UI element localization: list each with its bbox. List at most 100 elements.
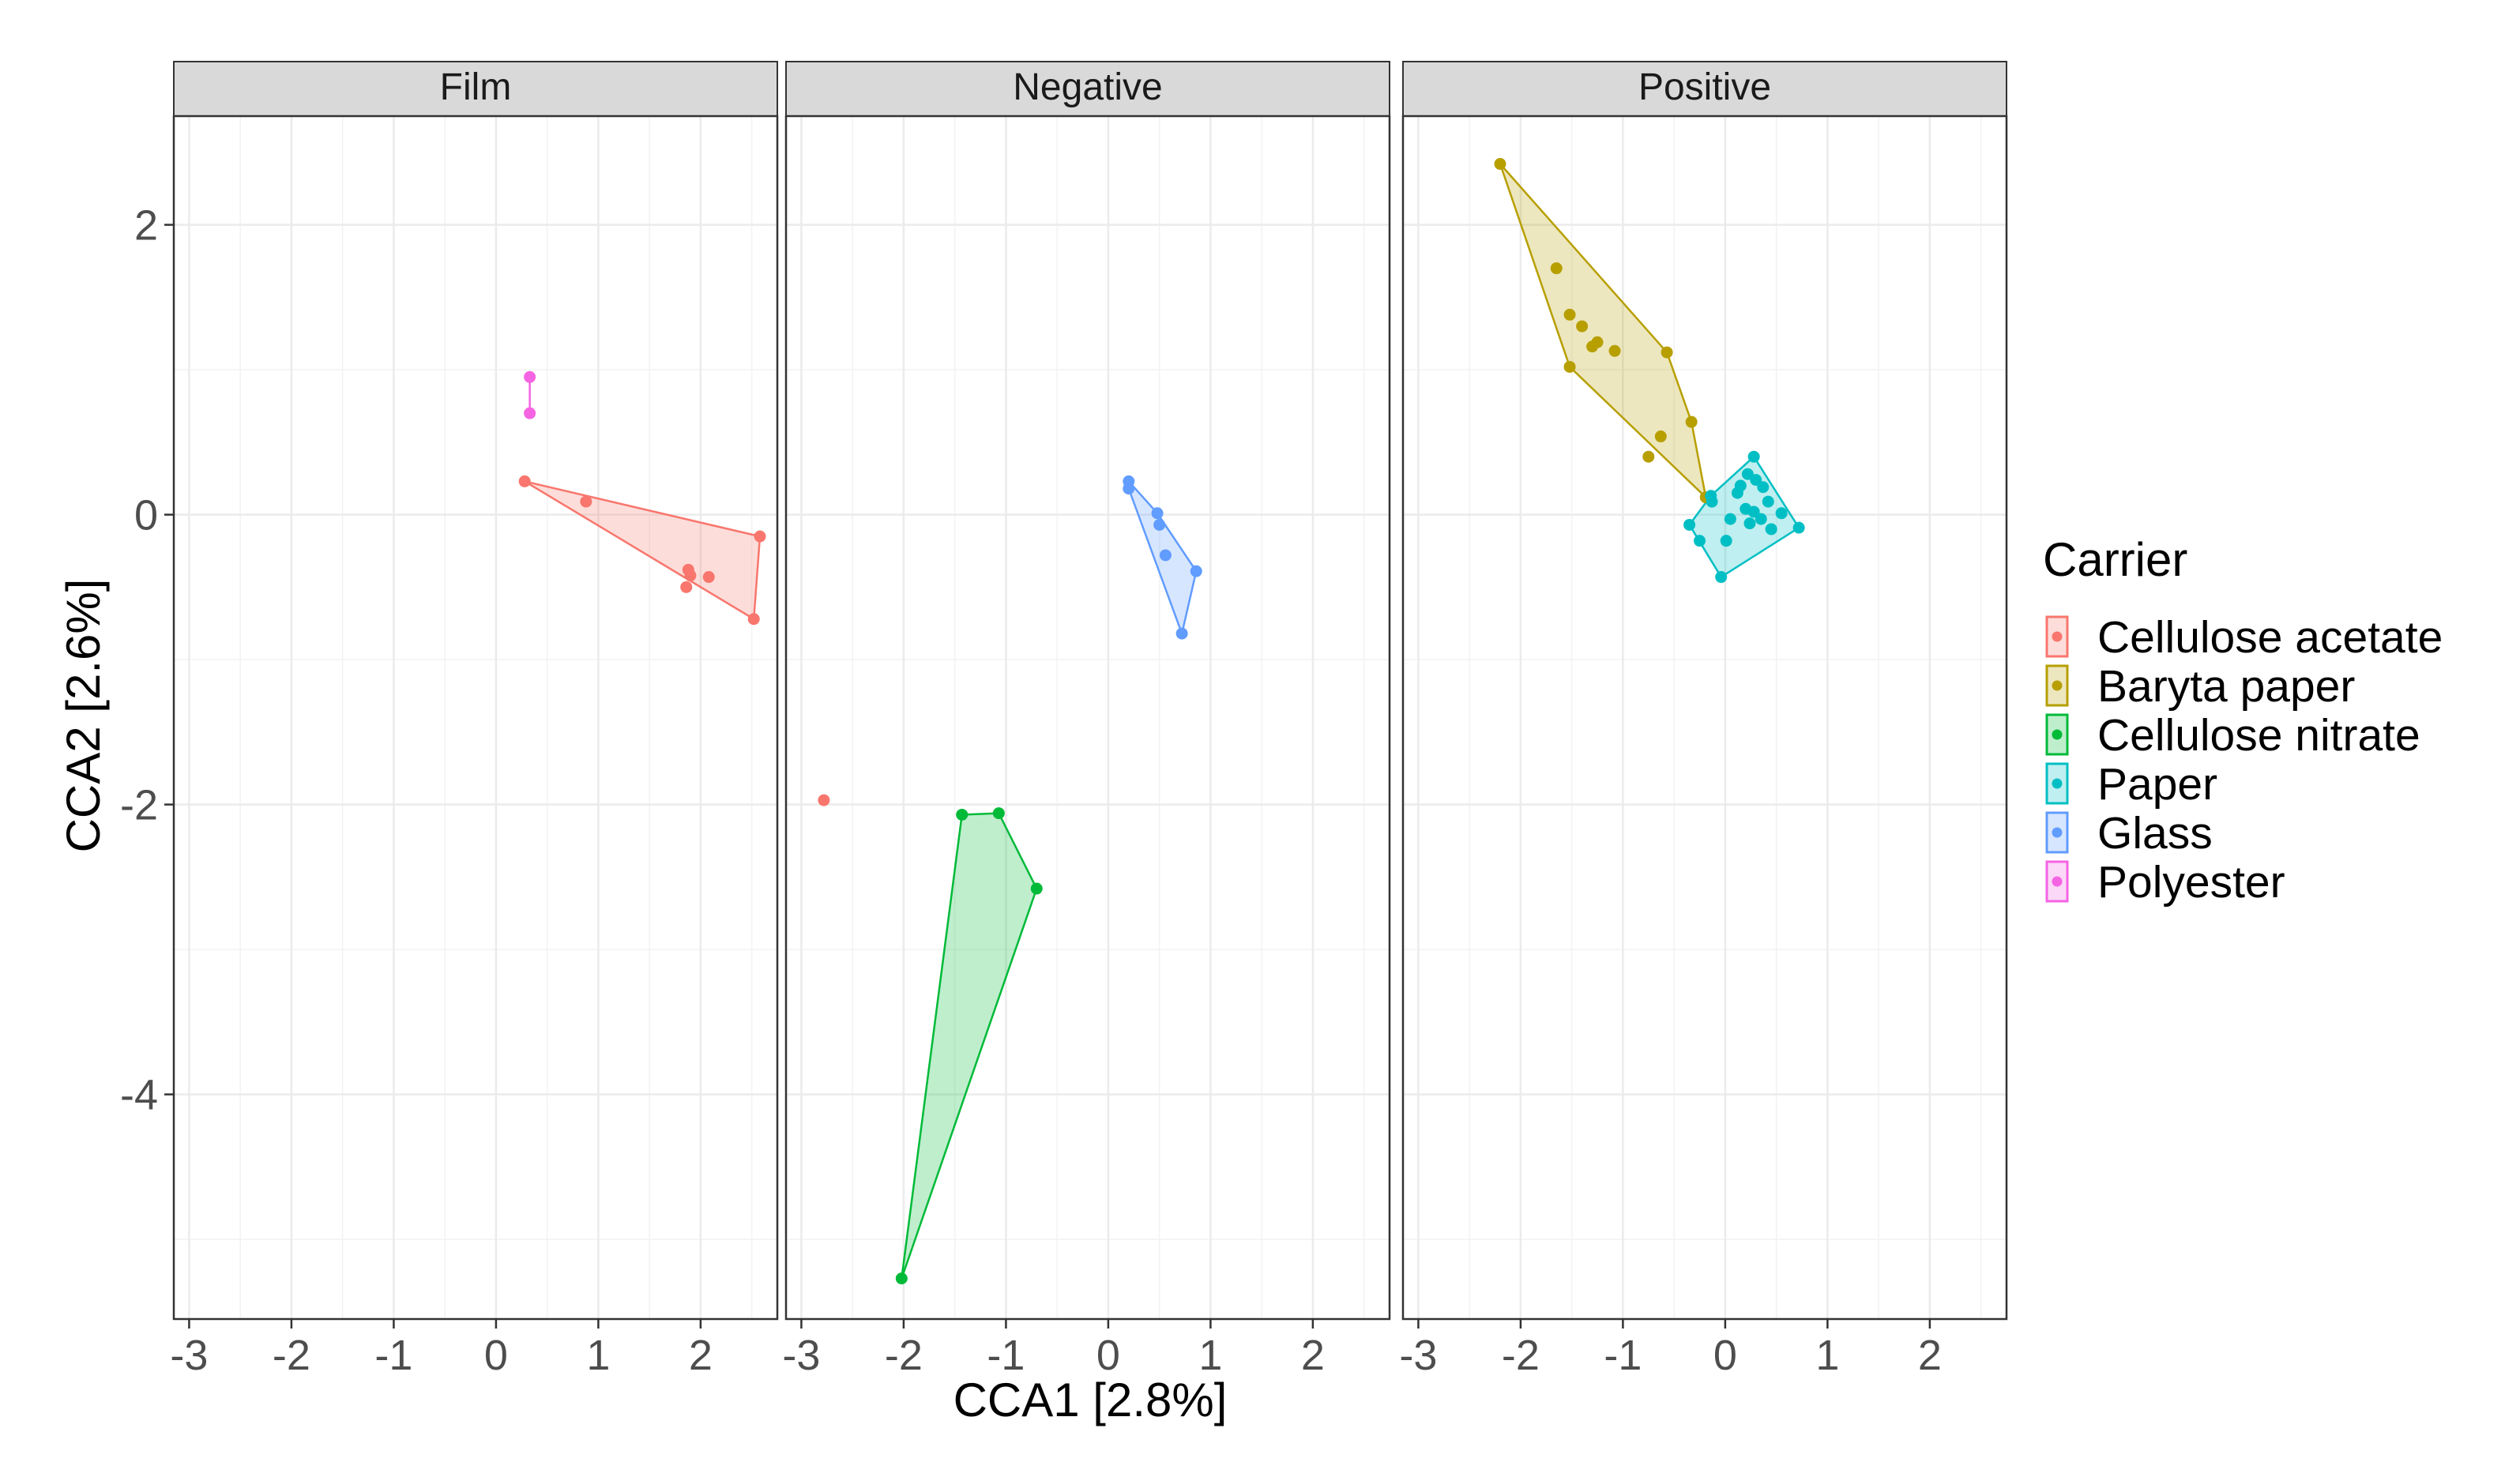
- legend-label: Cellulose nitrate: [2097, 710, 2420, 761]
- hull-baryta-paper: [1499, 163, 1708, 501]
- legend-key-point: [2052, 729, 2063, 740]
- x-tick-label: -3: [1399, 1332, 1437, 1379]
- facet-strip: [785, 61, 1390, 117]
- panel-background: [174, 116, 777, 1319]
- point-paper: [1762, 495, 1774, 508]
- point-paper: [1750, 474, 1762, 487]
- x-tick-label: 0: [484, 1332, 508, 1379]
- point-cellulose-acetate: [518, 475, 531, 487]
- x-axis: -3 -2 -1 0 1 2 -3 -2 -1 0 1 2 -3 -2 -1 0 1 2: [170, 1319, 1942, 1379]
- hull-cellulose-acetate: [524, 480, 762, 621]
- point-glass: [1190, 565, 1202, 577]
- y-tick-label: 2: [134, 202, 158, 250]
- legend-item-baryta-paper: Baryta paper: [2045, 661, 2355, 712]
- x-tick-label: -1: [374, 1332, 412, 1379]
- x-tick-label: -2: [273, 1332, 310, 1379]
- x-tick-label: -2: [1502, 1332, 1540, 1379]
- facet-strip-label: Negative: [1013, 66, 1162, 108]
- x-tick-label: 2: [689, 1332, 713, 1379]
- point-glass: [1159, 549, 1172, 562]
- point-polyester: [524, 407, 536, 419]
- legend-item-cellulose-acetate: Cellulose acetate: [2045, 612, 2443, 663]
- point-glass: [1123, 483, 1135, 495]
- point-cellulose-acetate: [754, 530, 766, 543]
- legend-label: Cellulose acetate: [2097, 612, 2443, 663]
- point-glass: [1151, 507, 1164, 520]
- point-paper: [1715, 571, 1728, 584]
- point-paper: [1755, 513, 1767, 525]
- point-cellulose-nitrate: [956, 808, 969, 821]
- panel-positive: Positive: [1401, 61, 2008, 1321]
- panel-border: [172, 115, 779, 1321]
- point-polyester: [524, 370, 536, 383]
- point-paper: [1741, 468, 1754, 480]
- x-tick-label: -2: [885, 1332, 923, 1379]
- point-baryta-paper: [1550, 262, 1563, 275]
- point-paper: [1694, 535, 1706, 547]
- y-axis-title: CCA2 [2.6%]: [57, 579, 110, 853]
- x-tick-label: 2: [1301, 1332, 1325, 1379]
- point-cellulose-acetate: [702, 571, 715, 584]
- point-baryta-paper: [1661, 346, 1673, 359]
- point-paper: [1757, 481, 1770, 494]
- x-tick-label: 1: [586, 1332, 610, 1379]
- point-cellulose-acetate: [747, 613, 760, 626]
- y-tick-label: -4: [120, 1072, 158, 1119]
- facet-panels: Film Negative Positive: [172, 61, 2008, 1321]
- x-tick-label: 2: [1918, 1332, 1942, 1379]
- panel-background: [786, 116, 1390, 1319]
- point-paper: [1765, 523, 1777, 536]
- legend-key-point: [2052, 631, 2063, 642]
- point-baryta-paper: [1563, 308, 1576, 321]
- point-baryta-paper: [1608, 344, 1621, 357]
- facet-strip-label: Film: [440, 66, 512, 108]
- panel-negative: Negative: [784, 61, 1391, 1321]
- y-axis: 2 0 -2 -4: [120, 202, 174, 1119]
- point-baryta-paper: [1494, 158, 1506, 171]
- point-cellulose-acetate: [684, 569, 697, 582]
- point-paper: [1724, 513, 1736, 525]
- point-paper: [1720, 535, 1732, 547]
- point-paper: [1792, 521, 1805, 534]
- legend-key-point: [2052, 876, 2063, 887]
- legend-item-paper: Paper: [2045, 759, 2217, 810]
- legend-label: Baryta paper: [2097, 661, 2355, 712]
- point-cellulose-nitrate: [895, 1272, 908, 1285]
- point-paper: [1747, 450, 1760, 463]
- x-tick-label: -1: [1604, 1332, 1642, 1379]
- facet-strip: [173, 61, 778, 117]
- y-tick-label: 0: [134, 492, 158, 539]
- point-baryta-paper: [1642, 450, 1655, 463]
- x-tick-label: 1: [1198, 1332, 1222, 1379]
- facet-strip-label: Positive: [1638, 66, 1771, 108]
- panel-border: [1401, 115, 2008, 1321]
- point-baryta-paper: [1591, 336, 1604, 348]
- panel-film: Film: [172, 61, 779, 1321]
- legend-key-point: [2052, 680, 2063, 691]
- legend-item-polyester: Polyester: [2045, 857, 2285, 908]
- x-tick-label: 0: [1713, 1332, 1737, 1379]
- point-paper: [1747, 505, 1760, 518]
- point-glass: [1153, 518, 1166, 531]
- hull-paper: [1688, 455, 1800, 579]
- x-axis-title: CCA1 [2.8%]: [953, 1374, 1228, 1426]
- legend-title: Carrier: [2043, 533, 2187, 586]
- legend-key: [2045, 811, 2069, 854]
- x-tick-label: 0: [1096, 1332, 1120, 1379]
- panel-background: [1403, 116, 2007, 1319]
- legend-key-point: [2052, 827, 2063, 838]
- point-paper: [1731, 487, 1743, 499]
- x-tick-label: -1: [987, 1332, 1025, 1379]
- legend-label: Paper: [2097, 759, 2217, 810]
- point-paper: [1743, 517, 1756, 530]
- point-paper: [1706, 495, 1718, 508]
- legend-key-point: [2052, 778, 2063, 789]
- facet-strip: [1402, 61, 2007, 117]
- legend-label: Glass: [2097, 808, 2213, 859]
- x-tick-label: -3: [782, 1332, 820, 1379]
- legend-item-glass: Glass: [2045, 808, 2213, 859]
- point-cellulose-nitrate: [1030, 882, 1043, 895]
